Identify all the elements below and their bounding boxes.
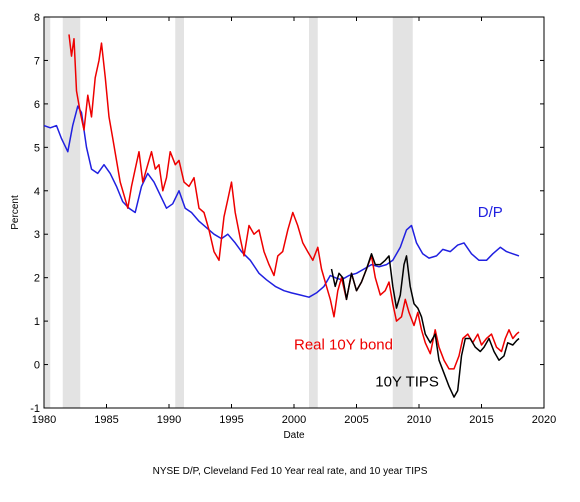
series-label-10y-tips: 10Y TIPS [375,373,439,390]
x-tick-label-2010: 2010 [407,414,431,426]
recession-band-0 [44,17,51,408]
y-tick-label--1: -1 [30,403,40,415]
series-labels: D/P Real 10Y bond 10Y TIPS [294,204,503,390]
series-lines [43,34,520,398]
series-label-d-p: D/P [478,204,503,221]
y-axis-title: Percent [10,195,21,230]
x-tick-label-1985: 1985 [94,414,118,426]
y-tick-label-6: 6 [34,99,40,111]
chart: 1980 1985 1990 1995 2000 2005 2010 2015 2020 -1 0 1… [10,12,556,441]
series-label-real-10y-bond: Real 10Y bond [294,336,393,353]
y-tick-label-8: 8 [34,12,40,24]
x-tick-label-1990: 1990 [157,414,181,426]
x-tick-label-1980: 1980 [32,414,56,426]
axis-ticks: 1980 1985 1990 1995 2000 2005 2010 2015 2020 -1 0 1… [30,12,556,426]
x-tick-label-2020: 2020 [532,414,556,426]
y-tick-label-0: 0 [34,360,40,372]
x-tick-label-1995: 1995 [219,414,243,426]
x-tick-label-2015: 2015 [469,414,493,426]
recession-band-4 [392,17,413,408]
y-tick-label-4: 4 [34,186,40,198]
series-line-d-p [43,105,520,298]
y-tick-label-3: 3 [34,229,40,241]
x-tick-label-2000: 2000 [282,414,306,426]
y-tick-label-2: 2 [34,273,40,285]
series-line-10y-tips [330,253,520,398]
y-tick-label-7: 7 [34,55,40,67]
y-tick-label-5: 5 [34,142,40,154]
recession-band-1 [62,17,81,408]
series-line-real-10y-bond [68,34,520,370]
x-tick-label-2005: 2005 [344,414,368,426]
recession-band-3 [309,17,318,408]
y-tick-label-1: 1 [34,316,40,328]
figure-caption: NYSE D/P, Cleveland Fed 10 Year real rat… [152,466,428,477]
x-axis-title: Date [283,430,305,441]
recession-band-2 [175,17,184,408]
